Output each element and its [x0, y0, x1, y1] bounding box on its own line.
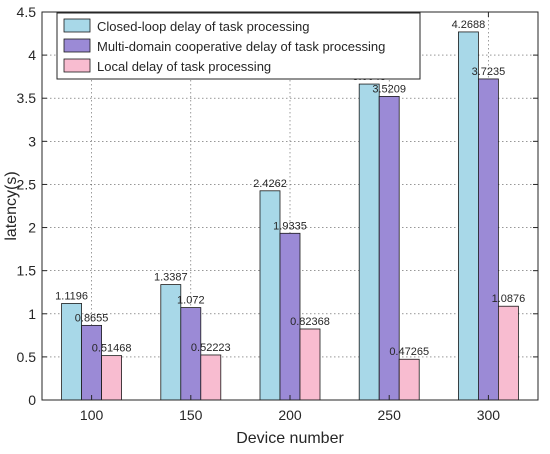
legend-label: Multi-domain cooperative delay of task p… — [97, 39, 385, 54]
x-tick-label: 200 — [278, 407, 302, 423]
y-tick-label: 2.5 — [17, 176, 37, 192]
x-tick-label: 250 — [378, 407, 402, 423]
bar — [457, 31, 479, 401]
data-label: 1.3387 — [154, 272, 188, 284]
bar — [398, 358, 420, 401]
y-tick-label: 1 — [28, 306, 36, 322]
bar — [101, 355, 122, 401]
y-tick-label: 3 — [28, 133, 36, 149]
data-label: 0.82368 — [290, 316, 330, 328]
data-label: 2.4262 — [253, 178, 287, 190]
y-tick-label: 3.5 — [17, 90, 37, 106]
y-axis-label: latency(s) — [3, 171, 20, 240]
x-tick-label: 100 — [80, 407, 104, 423]
data-label: 0.47265 — [389, 346, 429, 358]
bar — [497, 305, 519, 401]
y-tick-label: 1.5 — [17, 263, 37, 279]
x-tick-label: 150 — [179, 407, 203, 423]
data-label: 1.072 — [177, 295, 205, 307]
data-label: 4.2688 — [452, 19, 486, 31]
x-axis-label: Device number — [236, 430, 344, 447]
bar — [358, 83, 380, 401]
data-label: 3.5209 — [372, 83, 406, 95]
y-tick-label: 4.5 — [17, 4, 37, 20]
legend-swatch — [63, 18, 91, 33]
legend-swatch — [63, 58, 91, 73]
y-tick-label: 0.5 — [17, 349, 37, 365]
y-tick-label: 2 — [28, 220, 36, 236]
data-label: 1.9335 — [273, 220, 307, 232]
data-label: 0.52223 — [191, 342, 231, 354]
y-tick-label: 0 — [28, 392, 36, 408]
bar — [299, 328, 321, 401]
legend-swatch — [63, 38, 91, 53]
data-label: 1.1196 — [55, 290, 88, 302]
legend-label: Local delay of task processing — [97, 59, 271, 74]
data-label: 0.51468 — [92, 343, 132, 355]
bar — [477, 78, 499, 401]
data-label: 3.7235 — [472, 66, 506, 78]
bar — [200, 354, 222, 401]
y-axis-ticks: 0 0.5 1 1.5 2 2.5 3 3.5 4 4.5 — [17, 4, 538, 408]
x-tick-label: 300 — [477, 407, 501, 423]
bars — [61, 31, 519, 401]
y-tick-label: 4 — [28, 47, 36, 63]
legend-box — [56, 12, 421, 80]
legend-label: Closed-loop delay of task processing — [97, 19, 309, 34]
data-labels: 1.11961.33872.42623.66434.26880.86551.07… — [55, 19, 525, 358]
x-axis-ticks: 100 150 200 250 300 — [80, 12, 500, 423]
legend: Closed-loop delay of task processing Mult… — [56, 12, 421, 80]
data-label: 1.0876 — [492, 293, 526, 305]
bar — [81, 324, 102, 401]
data-label: 0.8655 — [75, 312, 109, 324]
